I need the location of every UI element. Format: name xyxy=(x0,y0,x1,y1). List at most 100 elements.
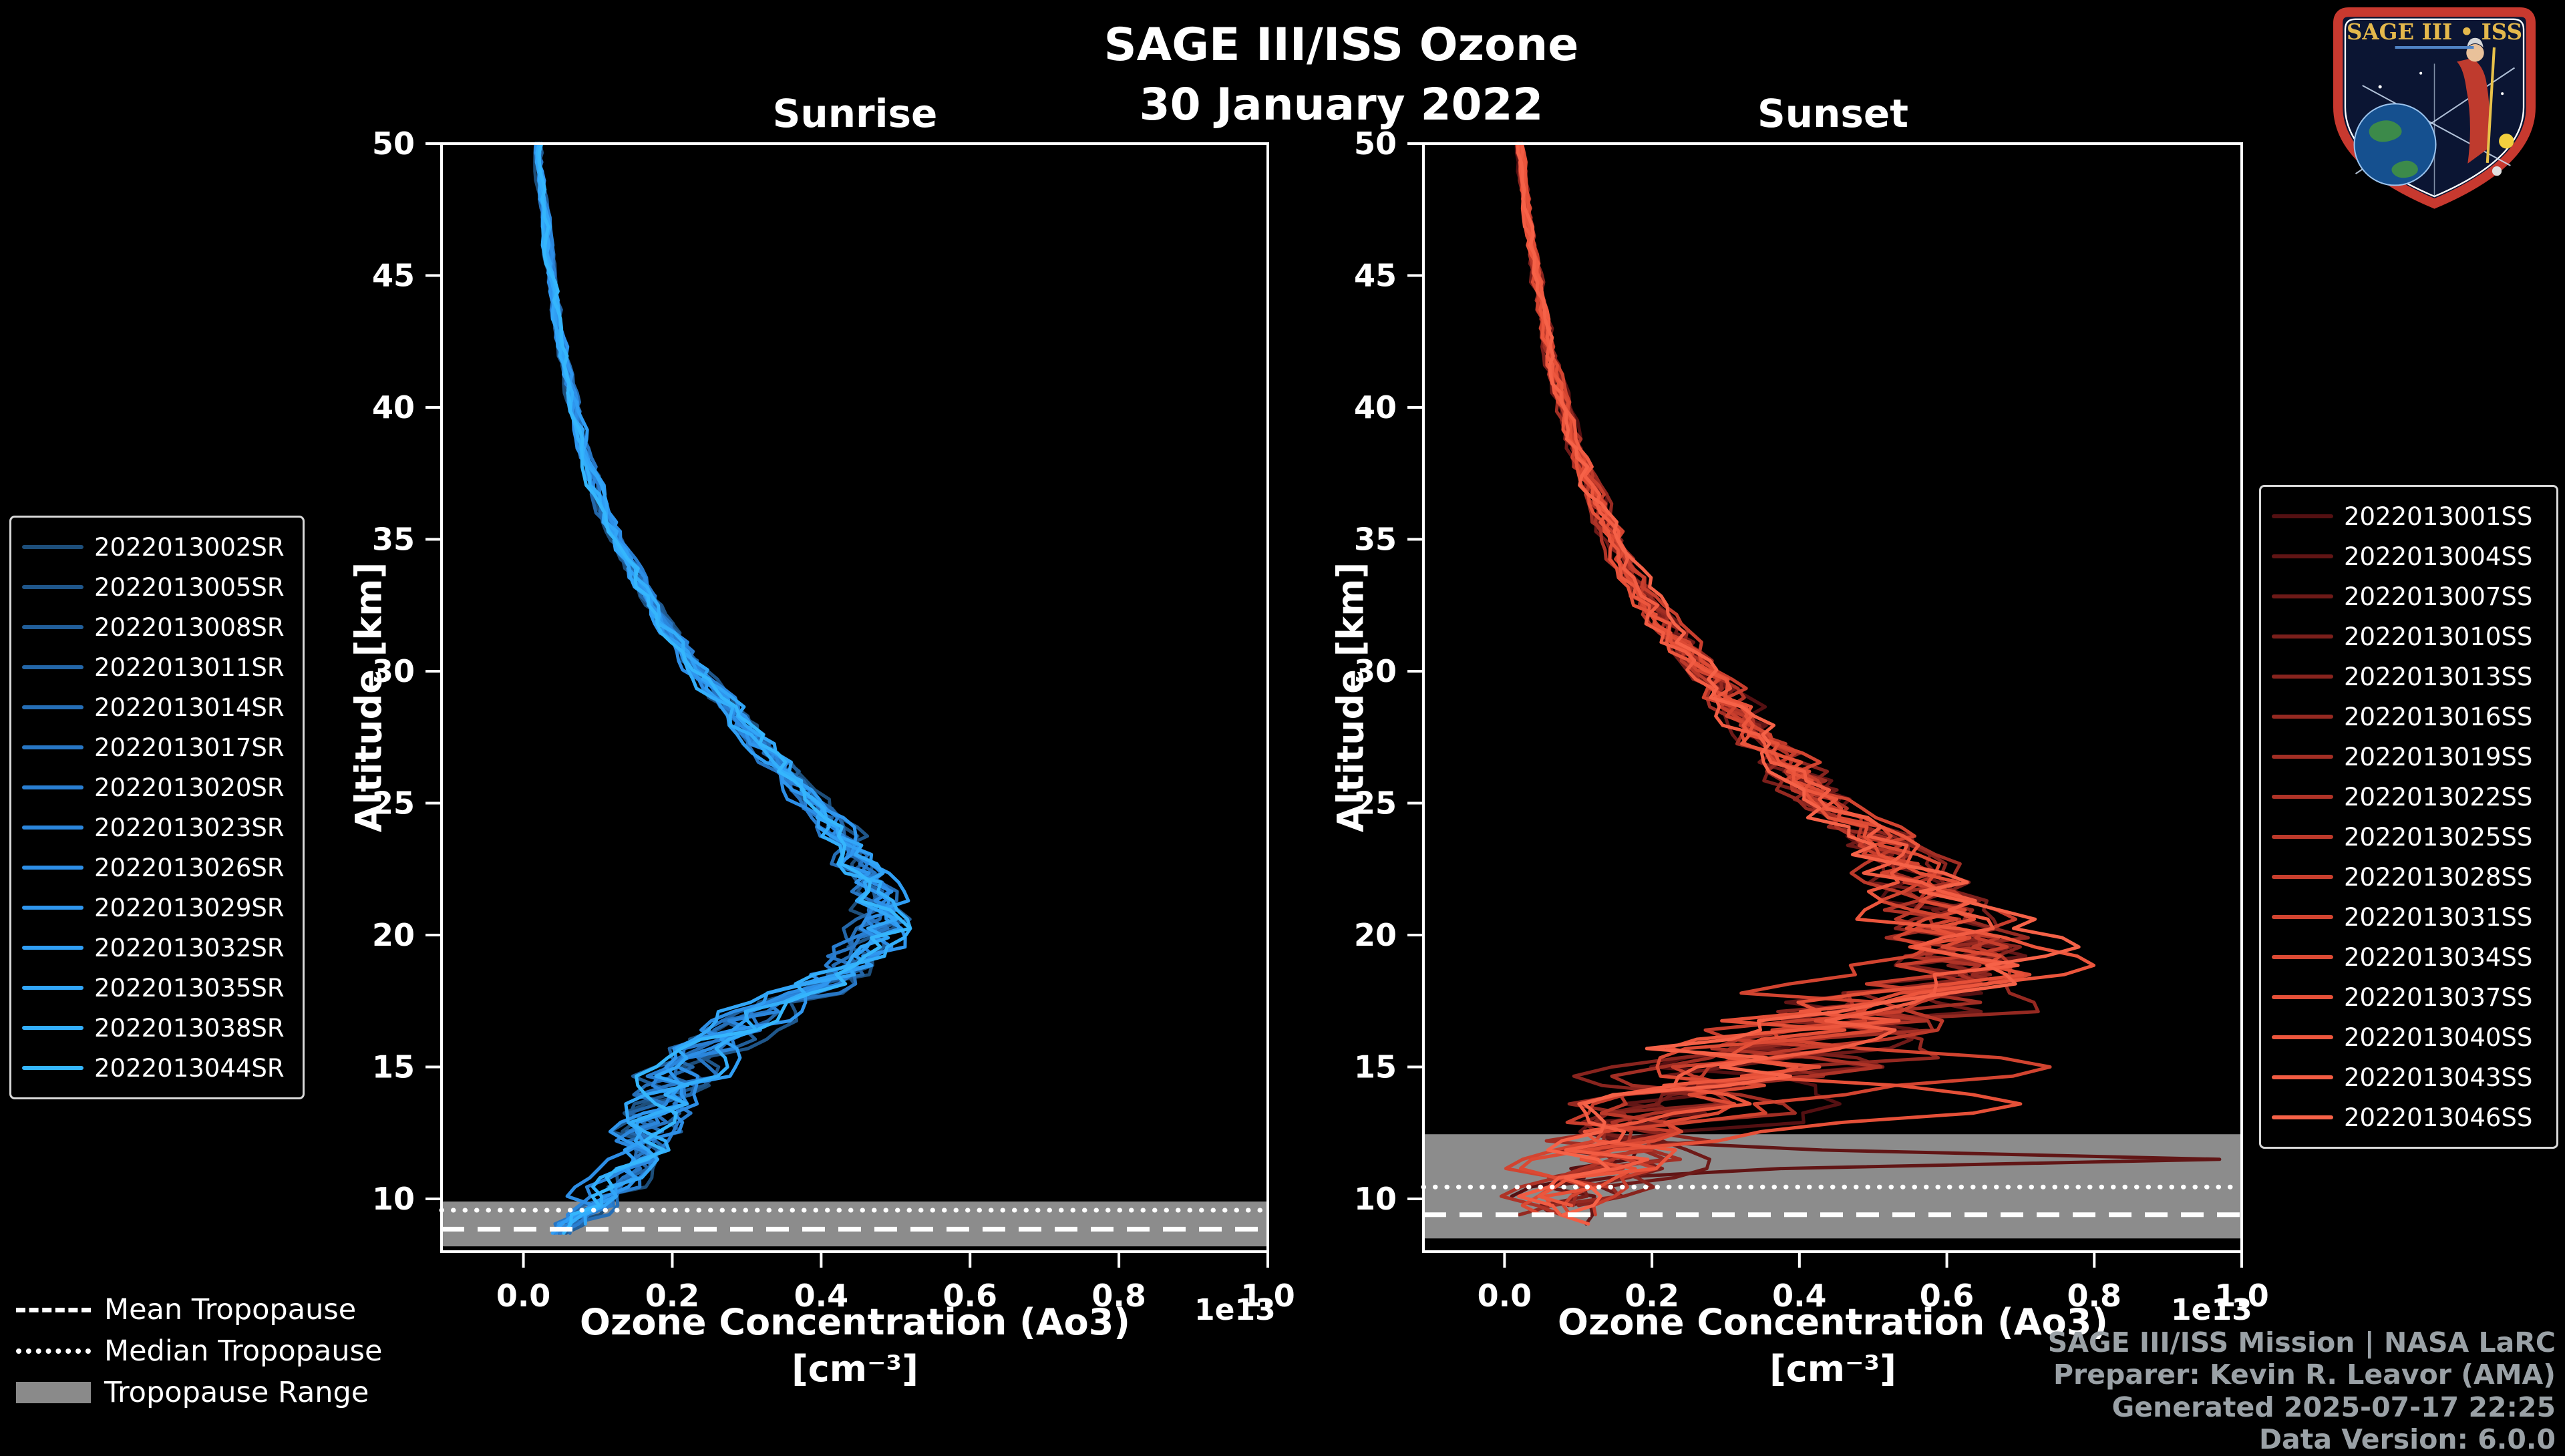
legend-item-label: 2022013011SR xyxy=(94,653,285,682)
y-tick-label: 15 xyxy=(1354,1049,1397,1085)
sunrise-series-legend: 2022013002SR 2022013005SR 2022013008SR 2022… xyxy=(9,516,305,1099)
dashed-line-sample xyxy=(16,1307,91,1312)
legend-item: 2022013026SR xyxy=(22,848,292,888)
x-tick-label: 0.2 xyxy=(645,1278,700,1314)
y-tick-label: 40 xyxy=(372,389,415,425)
x-tick-label: 1.0 xyxy=(2214,1278,2269,1314)
sunset-x-scale-offset: 1e13 xyxy=(2171,1293,2252,1327)
sun-icon xyxy=(2499,134,2514,149)
legend-item: 2022013017SR xyxy=(22,727,292,767)
logo-title: SAGE III • ISS xyxy=(2347,19,2522,45)
legend-item-median-tropopause: Median Tropopause xyxy=(16,1330,382,1372)
ozone-profile-2022013005SR xyxy=(537,142,902,1226)
x-tick-label: 0.6 xyxy=(943,1278,997,1314)
legend-item-label: 2022013034SS xyxy=(2344,942,2533,972)
legend-item-label: 2022013043SS xyxy=(2344,1063,2533,1092)
figure-title: SAGE III/ISS Ozone xyxy=(1103,19,1579,71)
legend-item: 2022013035SR xyxy=(22,968,292,1008)
legend-item-label: 2022013025SS xyxy=(2344,822,2533,852)
legend-line-sample xyxy=(2272,875,2333,879)
legend-line-sample xyxy=(22,705,83,709)
legend-item-label: 2022013019SS xyxy=(2344,742,2533,771)
legend-item: 2022013014SR xyxy=(22,687,292,727)
sunrise-x-scale-offset: 1e13 xyxy=(1194,1293,1276,1327)
legend-item-label: 2022013013SS xyxy=(2344,662,2533,691)
legend-line-sample xyxy=(22,545,83,549)
figure-date: 30 January 2022 xyxy=(1139,79,1544,130)
earth-land xyxy=(2369,120,2402,142)
legend-line-sample xyxy=(2272,715,2333,719)
legend-item: 2022013044SR xyxy=(22,1048,292,1088)
earth-land xyxy=(2391,160,2418,178)
legend-item-label: 2022013022SS xyxy=(2344,782,2533,811)
legend-item: 2022013007SS xyxy=(2272,576,2546,616)
legend-item: 2022013028SS xyxy=(2272,857,2546,897)
legend-line-sample xyxy=(22,986,83,990)
legend-item-tropopause-range: Tropopause Range xyxy=(16,1372,382,1413)
y-tick-label: 35 xyxy=(372,522,415,558)
legend-item-label: 2022013044SR xyxy=(94,1053,285,1083)
legend-item-label: 2022013023SR xyxy=(94,813,285,842)
legend-line-sample xyxy=(22,826,83,830)
x-tick-label: 0.0 xyxy=(1478,1278,1532,1314)
x-tick-label: 0.8 xyxy=(1091,1278,1146,1314)
star-dot xyxy=(2501,92,2504,96)
sunset-y-axis-label: Altitude [km] xyxy=(1329,562,1372,833)
sunrise-y-axis-label: Altitude [km] xyxy=(347,562,390,833)
star-dot xyxy=(2419,71,2423,75)
legend-item: 2022013001SS xyxy=(2272,496,2546,536)
legend-line-sample xyxy=(2272,995,2333,999)
footer-credits: SAGE III/ISS Mission | NASA LaRC Prepare… xyxy=(2048,1326,2556,1456)
x-tick-label: 0.4 xyxy=(794,1278,849,1314)
legend-item: 2022013034SS xyxy=(2272,937,2546,977)
legend-item: 2022013029SR xyxy=(22,888,292,928)
plot-frame xyxy=(440,142,1269,1253)
legend-item-label: 2022013046SS xyxy=(2344,1103,2533,1132)
legend-item: 2022013046SS xyxy=(2272,1097,2546,1137)
x-tick-label: 0.6 xyxy=(1920,1278,1975,1314)
moon-icon xyxy=(2492,166,2502,176)
ozone-profile-2022013046SS xyxy=(1516,142,2081,1217)
legend-item: 2022013038SR xyxy=(22,1008,292,1048)
staff xyxy=(2486,47,2496,163)
ozone-profile-2022013043SS xyxy=(1517,142,2020,1226)
legend-item: 2022013023SR xyxy=(22,807,292,848)
y-tick-label: 50 xyxy=(1354,126,1397,162)
legend-item-label: 2022013010SS xyxy=(2344,622,2533,651)
footer-line-mission: SAGE III/ISS Mission | NASA LaRC xyxy=(2047,1326,2556,1358)
y-tick-label: 50 xyxy=(372,126,415,162)
legend-item-label: 2022013008SR xyxy=(94,612,285,642)
legend-item-label: 2022013035SR xyxy=(94,973,285,1003)
ozone-profile-2022013044SR xyxy=(537,142,912,1235)
legend-item-label: 2022013032SR xyxy=(94,933,285,962)
legend-line-sample xyxy=(22,785,83,789)
footer-line-version: Data Version: 6.0.0 xyxy=(2259,1423,2556,1456)
legend-item-label: 2022013037SS xyxy=(2344,982,2533,1012)
ozone-profile-2022013025SS xyxy=(1520,142,2013,1189)
y-tick-label: 35 xyxy=(1354,522,1397,558)
robed-figure xyxy=(2457,58,2490,164)
y-tick-label: 25 xyxy=(1354,785,1397,822)
legend-item-mean-tropopause: Mean Tropopause xyxy=(16,1289,382,1330)
y-tick-label: 30 xyxy=(1354,653,1397,689)
y-tick-label: 45 xyxy=(1354,258,1397,294)
band-sample xyxy=(16,1382,91,1403)
legend-line-sample xyxy=(22,665,83,669)
legend-item-label: 2022013020SR xyxy=(94,773,285,802)
legend-item: 2022013010SS xyxy=(2272,616,2546,657)
legend-item-label: 2022013005SR xyxy=(94,572,285,602)
legend-item-label: Mean Tropopause xyxy=(104,1293,357,1326)
sunset-x-axis-label: Ozone Concentration (Ao3) xyxy=(1558,1301,2108,1343)
legend-line-sample xyxy=(22,585,83,589)
legend-item: 2022013032SR xyxy=(22,928,292,968)
legend-line-sample xyxy=(2272,755,2333,759)
ozone-profile-2022013038SR xyxy=(535,142,912,1226)
x-tick-label: 0.0 xyxy=(496,1278,551,1314)
sunrise-x-axis-units: [cm⁻³] xyxy=(792,1348,918,1390)
legend-line-sample xyxy=(2272,795,2333,799)
legend-line-sample xyxy=(22,946,83,950)
legend-item: 2022013011SR xyxy=(22,647,292,687)
legend-item: 2022013037SS xyxy=(2272,977,2546,1017)
legend-item-label: 2022013031SS xyxy=(2344,902,2533,932)
legend-line-sample xyxy=(2272,514,2333,518)
